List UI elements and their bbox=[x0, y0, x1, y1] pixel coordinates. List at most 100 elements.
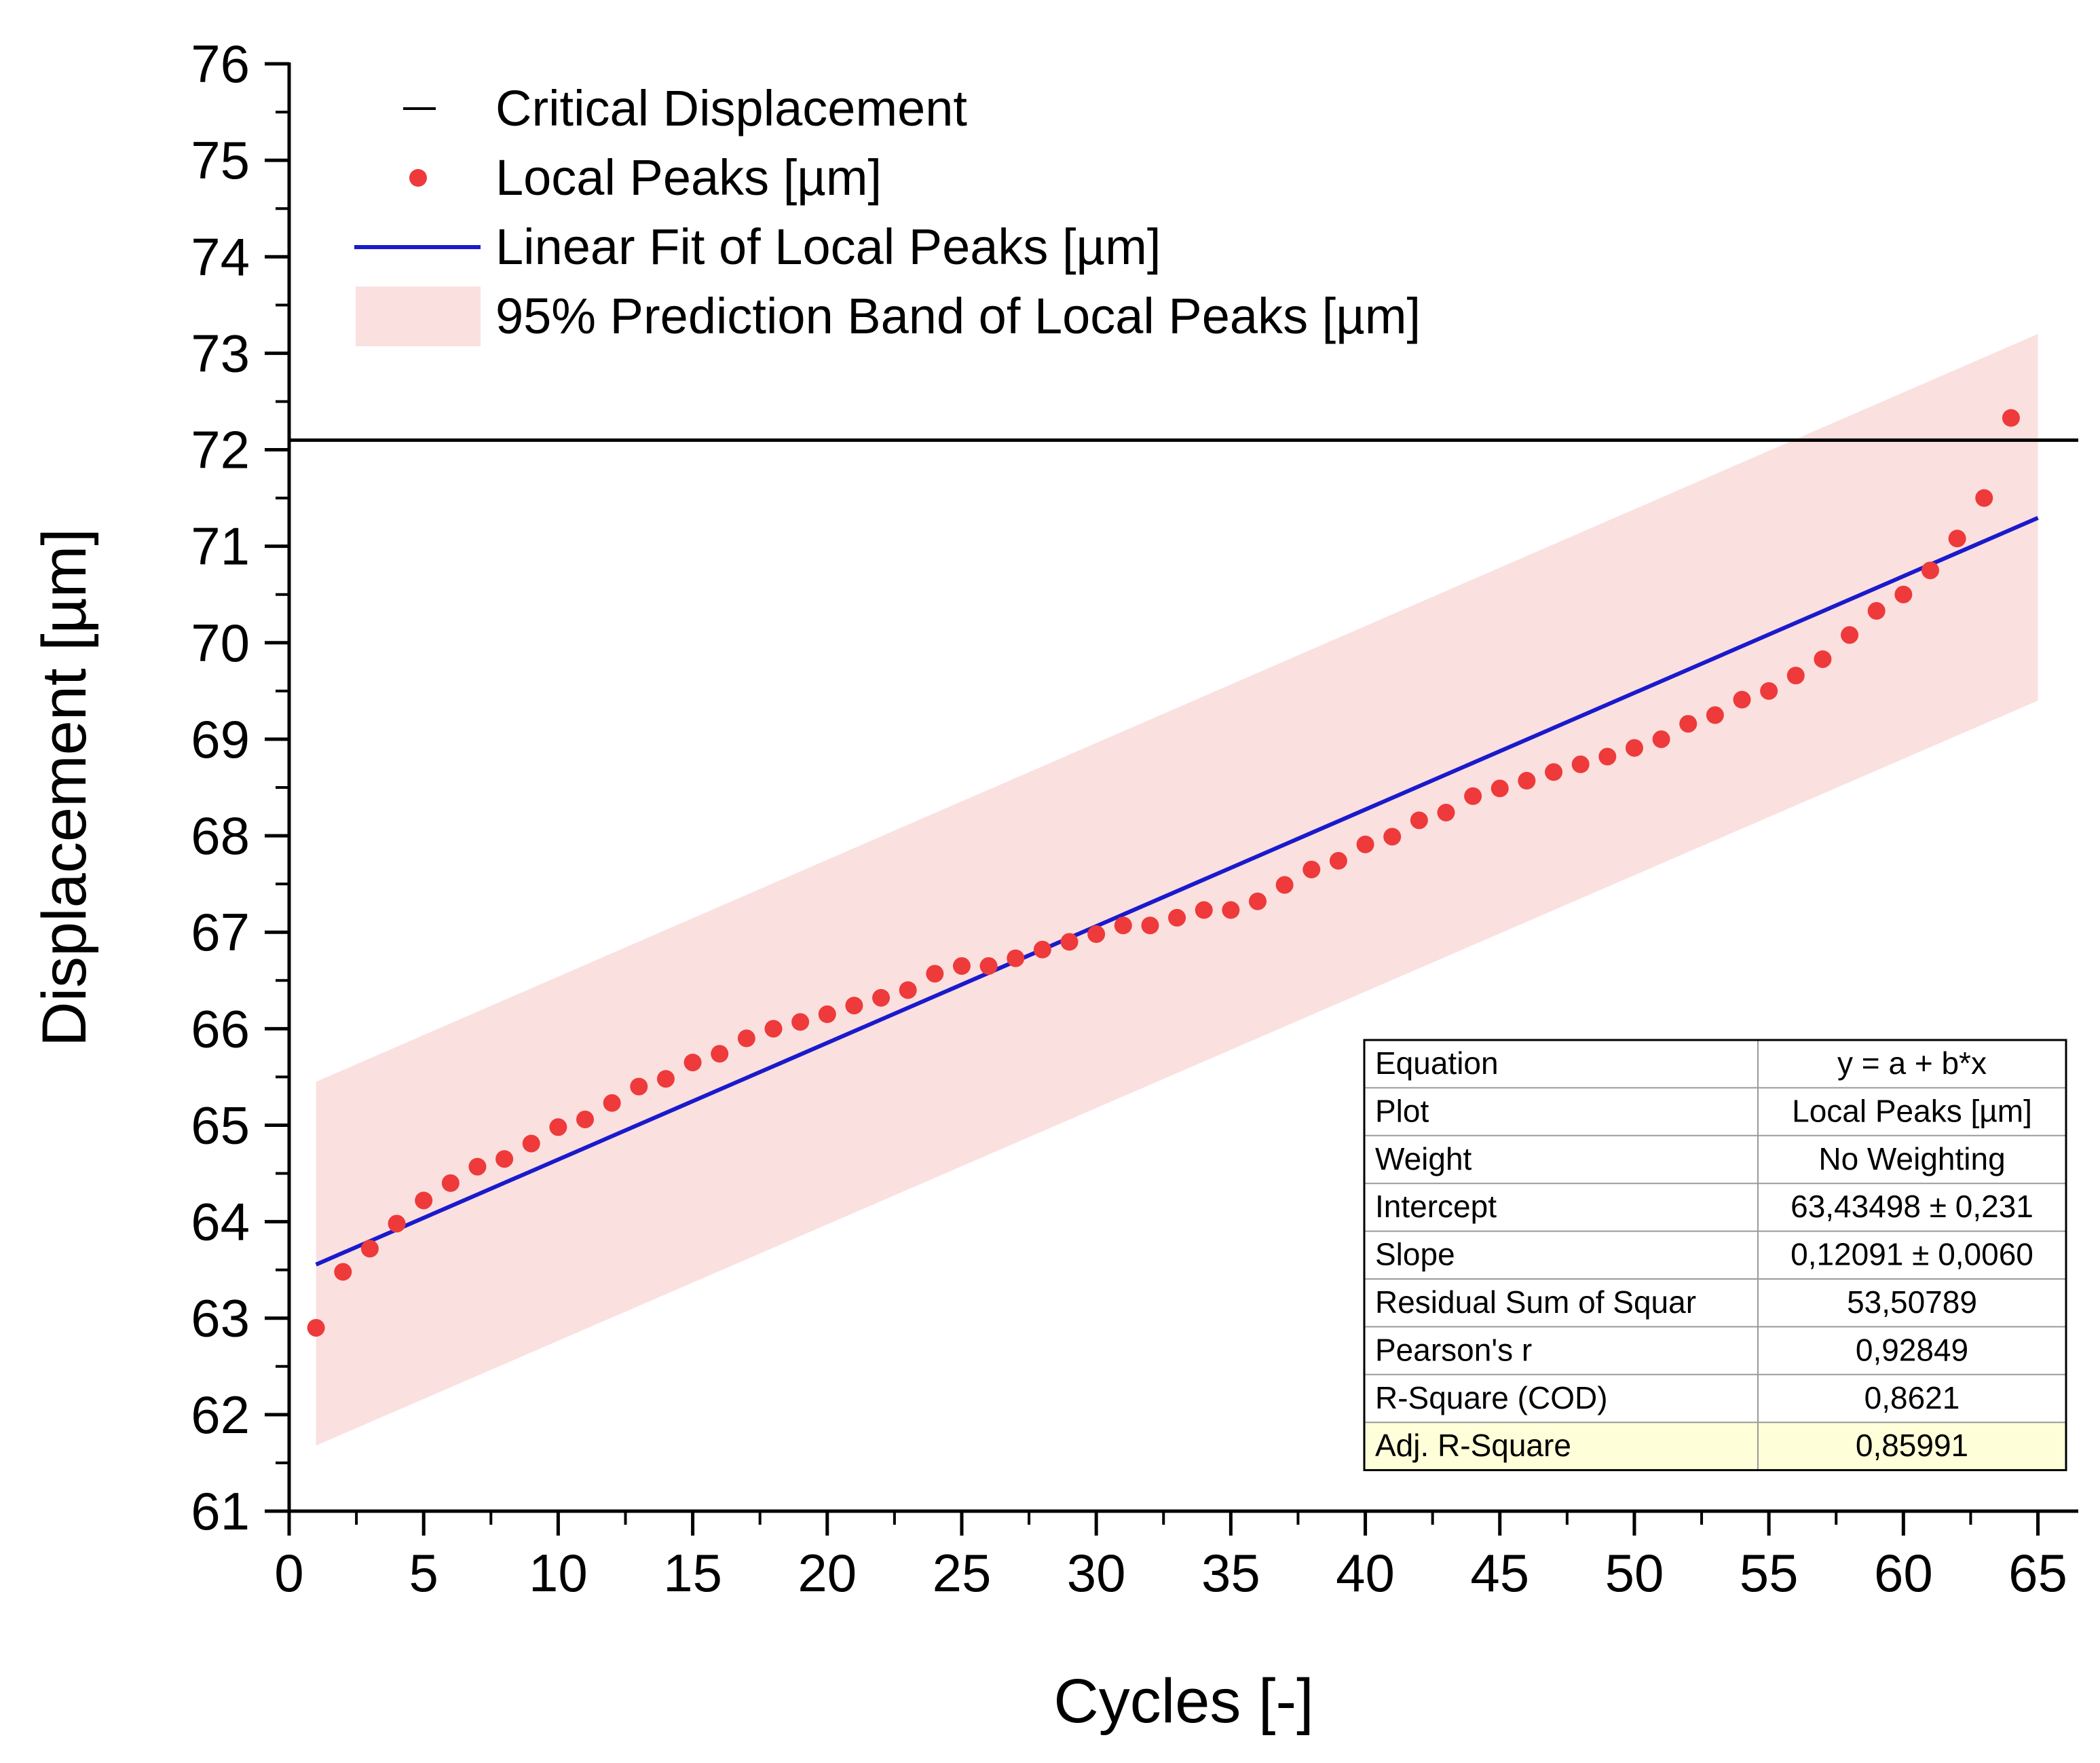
x-tick-label: 55 bbox=[1740, 1543, 1799, 1603]
y-axis-title: Displacement [µm] bbox=[30, 528, 99, 1047]
data-point bbox=[1007, 949, 1025, 967]
x-tick-label: 45 bbox=[1470, 1543, 1529, 1603]
data-point bbox=[1222, 901, 1240, 919]
data-point bbox=[1437, 803, 1455, 821]
data-point bbox=[656, 1070, 675, 1088]
y-tick-label: 63 bbox=[191, 1288, 250, 1348]
stats-label: Slope bbox=[1375, 1237, 1455, 1272]
y-tick-label: 61 bbox=[191, 1481, 250, 1541]
data-point bbox=[1410, 811, 1428, 830]
data-point bbox=[1598, 747, 1617, 766]
stats-value: 0,85991 bbox=[1856, 1428, 1968, 1463]
stats-value: 0,8621 bbox=[1864, 1380, 1960, 1415]
data-point bbox=[1733, 690, 1751, 709]
data-point bbox=[2002, 409, 2020, 427]
data-point bbox=[1518, 772, 1536, 790]
y-tick-label: 75 bbox=[191, 130, 250, 190]
y-tick-label: 74 bbox=[191, 227, 250, 286]
fit-line-layer bbox=[315, 516, 2039, 1267]
data-point bbox=[683, 1054, 702, 1072]
data-point bbox=[1571, 755, 1590, 773]
y-tick-label: 66 bbox=[191, 999, 250, 1058]
data-point bbox=[360, 1240, 379, 1258]
data-point bbox=[388, 1214, 406, 1233]
stats-value: 0,12091 ± 0,0060 bbox=[1790, 1237, 2033, 1272]
data-point bbox=[1545, 763, 1563, 781]
y-tick-label: 65 bbox=[191, 1095, 250, 1155]
data-point bbox=[899, 981, 917, 999]
stats-label: R-Square (COD) bbox=[1375, 1380, 1608, 1415]
data-point bbox=[1490, 779, 1509, 798]
stats-value: No Weighting bbox=[1818, 1141, 2005, 1176]
scatter-points bbox=[307, 409, 2020, 1337]
stats-border bbox=[1363, 1039, 2067, 1472]
data-point bbox=[1841, 626, 1859, 644]
x-tick-label: 65 bbox=[2008, 1543, 2067, 1603]
data-point bbox=[1652, 730, 1670, 748]
y-tick-label: 69 bbox=[191, 709, 250, 769]
data-point bbox=[415, 1191, 433, 1210]
data-point bbox=[576, 1110, 595, 1128]
data-point bbox=[1195, 901, 1213, 919]
data-point bbox=[1760, 682, 1778, 700]
y-tick-label: 68 bbox=[191, 806, 250, 866]
data-point bbox=[1114, 916, 1132, 935]
data-point bbox=[1679, 715, 1698, 733]
data-point bbox=[1302, 860, 1321, 878]
stats-label: Weight bbox=[1375, 1141, 1472, 1176]
data-point bbox=[1383, 828, 1402, 846]
data-point bbox=[1464, 787, 1482, 805]
x-tick-label: 40 bbox=[1336, 1543, 1395, 1603]
data-point bbox=[764, 1020, 783, 1038]
data-point bbox=[845, 997, 863, 1015]
data-point bbox=[737, 1029, 755, 1047]
data-point bbox=[818, 1005, 836, 1024]
data-point bbox=[872, 988, 890, 1007]
data-point bbox=[1948, 530, 1966, 548]
data-point bbox=[711, 1045, 729, 1063]
x-tick-label: 10 bbox=[529, 1543, 588, 1603]
data-point bbox=[791, 1013, 810, 1031]
x-tick-label: 25 bbox=[933, 1543, 992, 1603]
y-tick-label: 67 bbox=[191, 902, 250, 962]
data-point bbox=[1786, 667, 1805, 685]
x-tick-label: 50 bbox=[1605, 1543, 1664, 1603]
legend: Critical Displacement Local Peaks [µm] Lin… bbox=[354, 80, 1421, 346]
data-point bbox=[1921, 561, 1939, 580]
data-point bbox=[334, 1263, 352, 1281]
x-tick-label: 15 bbox=[663, 1543, 722, 1603]
stats-label: Adj. R-Square bbox=[1375, 1428, 1571, 1463]
legend-critical-label: Critical Displacement bbox=[495, 80, 967, 136]
data-point bbox=[1060, 933, 1079, 951]
y-tick-label: 72 bbox=[191, 420, 250, 480]
data-point bbox=[441, 1174, 460, 1192]
stats-value: 63,43498 ± 0,231 bbox=[1790, 1189, 2033, 1224]
data-point bbox=[1706, 706, 1724, 724]
legend-band-symbol bbox=[356, 286, 481, 346]
y-tick-label: 73 bbox=[191, 323, 250, 383]
stats-label: Plot bbox=[1375, 1093, 1429, 1128]
stats-label: Pearson's r bbox=[1375, 1332, 1532, 1367]
y-tick-label: 62 bbox=[191, 1385, 250, 1445]
x-tick-label: 30 bbox=[1067, 1543, 1126, 1603]
linear-fit-line bbox=[315, 516, 2039, 1267]
y-tick-label: 64 bbox=[191, 1192, 250, 1252]
data-point bbox=[1168, 908, 1186, 927]
data-point bbox=[952, 957, 971, 975]
stats-value: y = a + b*x bbox=[1837, 1045, 1987, 1081]
x-tick-label: 35 bbox=[1201, 1543, 1260, 1603]
data-point bbox=[1894, 585, 1913, 604]
stats-label: Equation bbox=[1375, 1045, 1499, 1081]
y-tick-label: 70 bbox=[191, 613, 250, 673]
data-point bbox=[1087, 925, 1106, 944]
x-tick-label: 20 bbox=[798, 1543, 857, 1603]
data-point bbox=[495, 1150, 514, 1168]
x-tick-label: 60 bbox=[1874, 1543, 1933, 1603]
data-point bbox=[549, 1118, 567, 1136]
data-point bbox=[1033, 940, 1051, 959]
data-point bbox=[468, 1157, 487, 1176]
data-point bbox=[1625, 739, 1643, 757]
data-point bbox=[1249, 892, 1267, 910]
data-point bbox=[979, 957, 998, 975]
